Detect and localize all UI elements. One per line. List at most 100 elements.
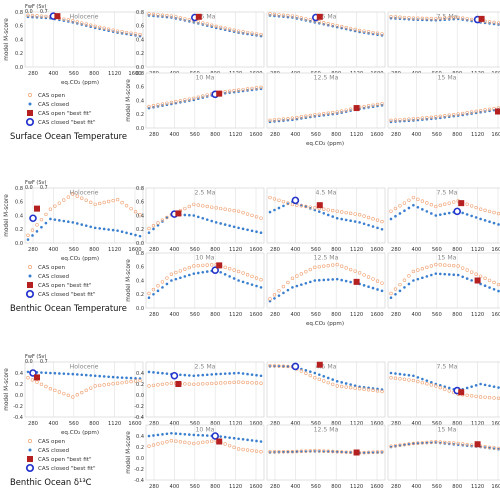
- point-open: [335, 23, 339, 28]
- point-open: [151, 224, 156, 228]
- point-closed: [286, 288, 290, 292]
- x-tick-label: 1600: [491, 484, 500, 490]
- panel-0-6: 280 400 560 800 1120 1600 15 Ma: [387, 72, 500, 138]
- point-closed: [246, 438, 249, 442]
- point-open: [196, 95, 200, 99]
- point-open: [393, 443, 398, 448]
- point-open: [26, 376, 30, 380]
- point-open: [411, 378, 416, 383]
- point-open: [411, 441, 416, 446]
- point-open: [371, 30, 375, 35]
- point-open: [407, 378, 411, 382]
- point-open: [357, 387, 362, 391]
- point-open: [62, 198, 66, 202]
- point-open: [322, 112, 326, 116]
- point-closed: [232, 277, 236, 280]
- point-open: [151, 12, 156, 17]
- point-open: [183, 206, 187, 211]
- best-fit-closed-marker: [211, 432, 219, 440]
- x-tick-label: 400: [48, 421, 58, 427]
- point-open: [169, 381, 174, 385]
- point-open: [30, 378, 35, 382]
- point-open: [187, 441, 192, 445]
- x-tick-label: 280: [270, 312, 280, 318]
- point-open: [353, 27, 357, 32]
- point-open: [169, 272, 174, 276]
- point-open: [295, 449, 299, 454]
- point-closed: [250, 229, 254, 233]
- y-axis-label: model M-score: [126, 431, 132, 474]
- point-open: [416, 197, 420, 202]
- point-open: [322, 21, 326, 25]
- x-tick-label: 1120: [471, 132, 484, 138]
- point-closed: [102, 375, 106, 378]
- point-open: [223, 265, 227, 270]
- point-open: [160, 102, 165, 106]
- x-tick-label: 1600: [370, 312, 383, 318]
- x-tick-label: 280: [391, 312, 401, 318]
- x-tick-label: 800: [452, 484, 462, 490]
- point-open: [348, 26, 353, 31]
- point-closed: [196, 433, 200, 437]
- point-open: [245, 448, 250, 452]
- point-open: [227, 267, 232, 271]
- point-open: [483, 445, 487, 449]
- x-tick-label: 1120: [471, 421, 484, 427]
- panel-1-2: 280 400 560 800 1120 1600 4.5 Ma: [266, 187, 386, 253]
- legend-marker-closed: [28, 102, 32, 106]
- y-tick-label: -0.4: [134, 415, 144, 421]
- point-open: [290, 116, 295, 120]
- x-tick-label: 1120: [350, 421, 363, 427]
- point-open: [187, 382, 192, 386]
- point-closed: [282, 291, 285, 295]
- point-closed: [407, 282, 411, 286]
- point-open: [97, 25, 102, 29]
- point-closed: [147, 296, 151, 299]
- y-tick-label: 0.2: [136, 382, 144, 388]
- point-open: [308, 113, 313, 118]
- point-open: [407, 198, 411, 202]
- point-closed: [170, 431, 173, 435]
- point-open: [460, 111, 465, 116]
- point-open: [483, 108, 487, 112]
- best-fit-open-marker: [353, 278, 360, 285]
- panel-title: 15 Ma: [438, 427, 457, 434]
- point-open: [196, 441, 200, 445]
- panel-title: 12.5 Ma: [314, 75, 339, 82]
- point-closed: [241, 280, 245, 284]
- point-closed: [362, 284, 366, 287]
- point-closed: [438, 384, 442, 387]
- y-tick-label: 0.8: [136, 186, 144, 192]
- best-fit-closed-marker: [291, 362, 300, 371]
- panel-title: 4.5 Ma: [316, 364, 337, 371]
- point-closed: [282, 365, 285, 368]
- point-open: [35, 380, 39, 384]
- x-tick-label: 560: [190, 421, 200, 427]
- point-closed: [156, 289, 160, 293]
- point-closed: [62, 219, 66, 223]
- point-closed: [228, 224, 231, 227]
- point-open: [281, 199, 286, 204]
- point-open: [286, 280, 290, 285]
- point-closed: [344, 218, 348, 222]
- y-tick-label: -0.2: [13, 404, 23, 410]
- point-open: [277, 450, 281, 454]
- y-tick-label: 0.4: [15, 371, 23, 377]
- panel-1-6: 280 400 560 800 1120 1600 15 Ma: [387, 252, 500, 318]
- x-tick-label: 400: [169, 312, 179, 318]
- point-open: [348, 107, 353, 111]
- point-open: [205, 263, 209, 267]
- point-open: [456, 264, 460, 268]
- point-open: [57, 390, 62, 394]
- point-open: [416, 379, 420, 384]
- point-closed: [188, 433, 191, 436]
- point-closed: [179, 276, 182, 280]
- x-tick-label: 1120: [350, 132, 363, 138]
- point-open: [322, 264, 326, 268]
- point-open: [317, 377, 321, 382]
- fwf-tick-label: 0.0: [25, 185, 33, 191]
- point-open: [420, 16, 425, 21]
- point-closed: [438, 213, 442, 216]
- best-fit-open-marker: [494, 108, 500, 115]
- point-open: [259, 450, 263, 454]
